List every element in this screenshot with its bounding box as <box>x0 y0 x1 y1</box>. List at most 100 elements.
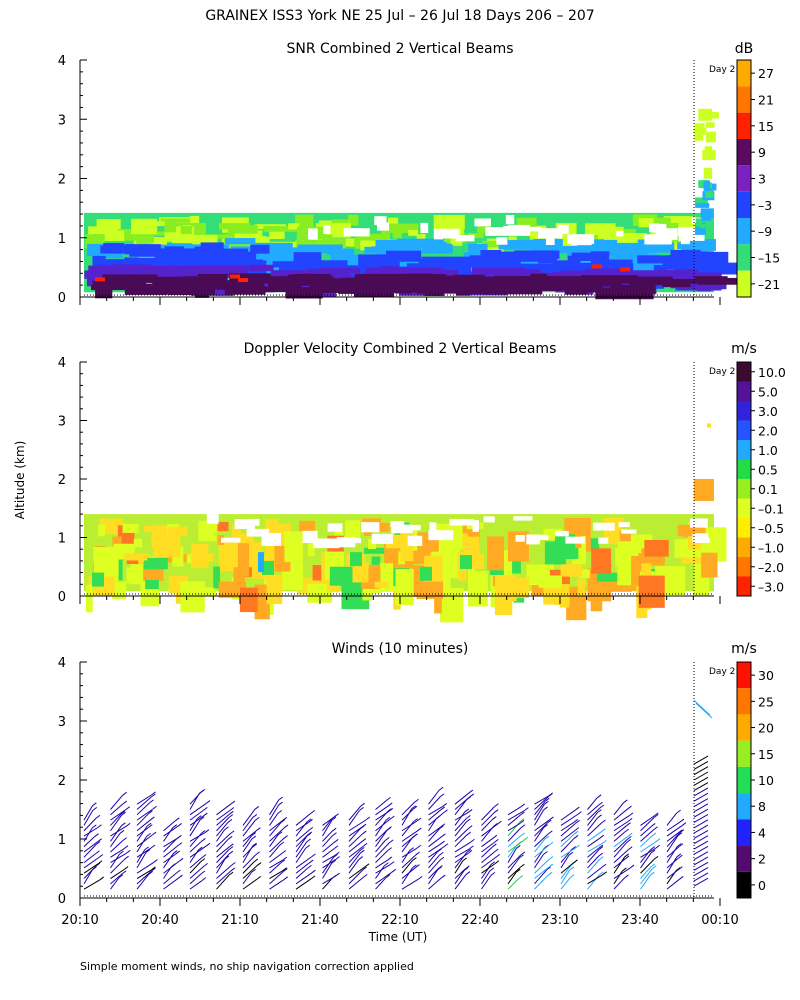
wind-barb <box>216 817 230 832</box>
wind-barb <box>401 867 416 879</box>
doppler-gap <box>618 522 630 528</box>
wind-barb-flag <box>651 832 657 837</box>
wind-barb-flag <box>203 806 208 811</box>
wind-barb <box>110 873 123 885</box>
doppler-cell <box>92 572 104 587</box>
snr-cell <box>354 273 413 279</box>
wind-barb <box>481 864 492 879</box>
wind-barb <box>375 859 389 869</box>
wind-barb <box>428 836 442 848</box>
wind-barb-flag <box>201 877 207 882</box>
doppler-cell <box>198 520 217 542</box>
snr-cell <box>146 237 168 246</box>
winds-colorbar-label: 0 <box>758 878 766 893</box>
wind-barb <box>507 839 525 853</box>
snr-cell <box>662 282 691 288</box>
snr-unit: dB <box>735 41 754 57</box>
wind-barb <box>136 808 153 821</box>
wind-barb-flag <box>598 852 604 857</box>
snr-cell <box>508 253 553 262</box>
snr-cell <box>694 197 708 208</box>
wind-barb-flag <box>175 850 180 855</box>
snr-cell <box>595 287 654 300</box>
snr-cell <box>285 287 323 299</box>
wind-barb <box>322 816 335 826</box>
wind-barb-flag <box>229 810 234 815</box>
wind-barb-flag <box>172 850 178 854</box>
wind-barb-flag <box>146 822 152 827</box>
wind-barb <box>693 814 709 823</box>
wind-barb <box>83 827 98 837</box>
wind-barb-flag <box>305 844 311 849</box>
snr-cell <box>364 246 412 254</box>
wind-barb <box>216 833 231 848</box>
wind-barb-flag <box>229 807 235 811</box>
wind-barb <box>507 848 517 863</box>
snr-cell <box>91 285 141 291</box>
wind-barb <box>534 819 550 832</box>
doppler-gap <box>449 519 474 526</box>
wind-barb-flag <box>681 822 687 827</box>
wind-barb-flag <box>519 818 525 823</box>
snr-cell <box>497 270 513 279</box>
wind-barb-flag <box>655 844 660 849</box>
wind-barb <box>216 829 225 842</box>
wind-barb-flag <box>627 832 633 837</box>
snr-cell <box>149 231 172 236</box>
snr-gap <box>557 224 569 234</box>
snr-cell <box>408 229 418 236</box>
wind-barb <box>560 809 576 821</box>
wind-barb <box>322 835 333 848</box>
wind-barb <box>242 861 255 874</box>
wind-barb-flag <box>97 860 103 865</box>
wind-barb-flag <box>464 808 470 813</box>
doppler-cell <box>85 584 93 613</box>
doppler-cell <box>467 570 488 607</box>
wind-barb-flag <box>493 809 499 814</box>
wind-barb-flag <box>678 854 683 859</box>
wind-barb <box>560 869 571 885</box>
winds-y-tick-label: 0 <box>58 892 66 907</box>
wind-barb-flag <box>125 822 131 827</box>
wind-barb <box>693 787 709 797</box>
wind-barb <box>110 833 121 847</box>
wind-barb-flag <box>283 868 288 872</box>
wind-barb-flag <box>439 825 444 830</box>
wind-barb <box>613 842 628 858</box>
snr-cell <box>668 255 700 265</box>
wind-barb <box>110 869 125 879</box>
wind-barb-flag <box>439 856 445 861</box>
wind-barb <box>401 830 418 842</box>
wind-barb <box>136 870 152 885</box>
wind-barb-flag <box>123 845 129 850</box>
wind-barb <box>454 811 466 826</box>
wind-barb <box>375 805 389 816</box>
wind-barb-flag <box>519 854 524 859</box>
snr-gap <box>545 233 555 246</box>
wind-barb-flag <box>126 849 131 854</box>
snr-cell <box>96 219 121 234</box>
doppler-cell <box>191 543 209 568</box>
wind-barb <box>348 859 360 874</box>
wind-barb-flag <box>148 810 153 815</box>
wind-barb <box>428 812 444 826</box>
wind-barb <box>295 841 308 858</box>
wind-barb-flag <box>490 871 496 876</box>
snr-colorbar-swatch <box>737 60 751 87</box>
wind-barb-flag <box>515 845 521 849</box>
snr-cell <box>458 277 497 285</box>
wind-barb-flag <box>122 837 127 842</box>
wind-barb <box>216 870 232 885</box>
snr-colorbar-swatch <box>737 165 751 192</box>
wind-barb <box>507 866 521 879</box>
snr-gap <box>508 224 531 236</box>
wind-barb-flag <box>308 859 314 864</box>
wind-barb-flag <box>575 844 580 849</box>
doppler-colorbar-label: 2.0 <box>758 423 778 438</box>
wind-barb <box>428 826 442 837</box>
doppler-gap <box>361 522 380 533</box>
doppler-cell <box>201 587 217 597</box>
wind-barb <box>534 796 549 810</box>
wind-barb-flag <box>599 856 604 861</box>
snr-gap <box>307 228 318 240</box>
